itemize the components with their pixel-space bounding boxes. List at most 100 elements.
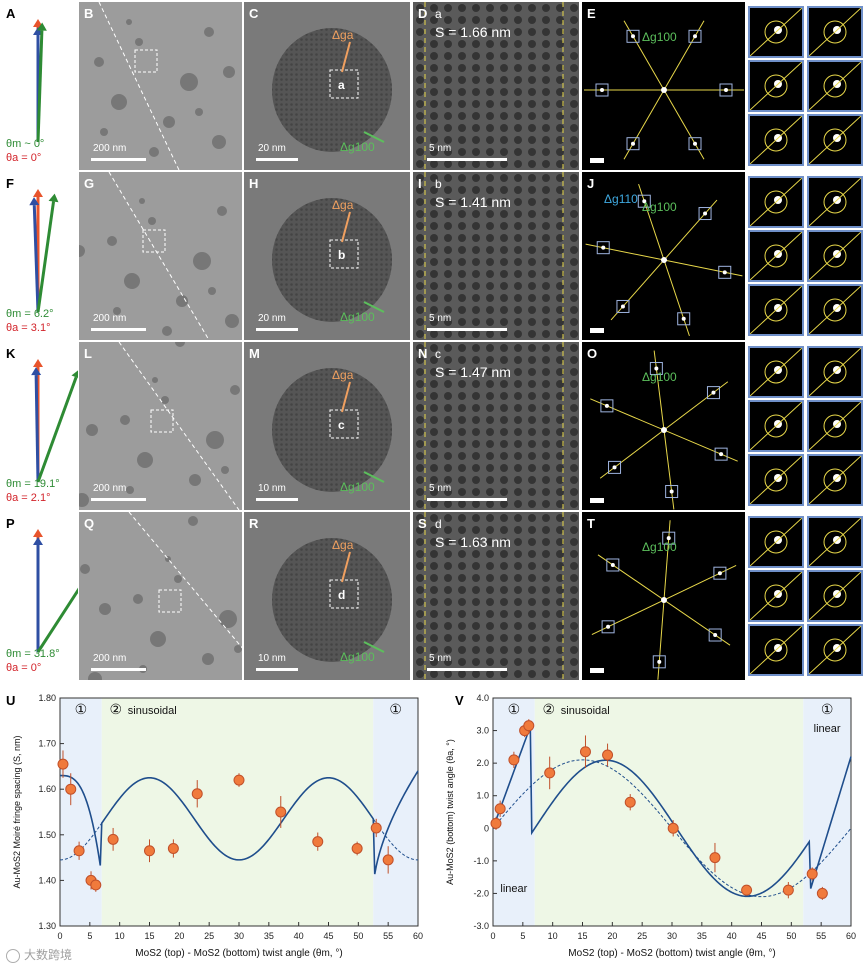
- nanoparticle: [79, 245, 85, 257]
- nanoparticle: [111, 94, 127, 110]
- highlight-circle: [823, 530, 847, 554]
- nanoparticle: [176, 295, 188, 307]
- y-tick-label: 3.0: [476, 726, 489, 736]
- y-tick-label: 4.0: [476, 693, 489, 703]
- scale-bar-label: 200 nm: [93, 483, 127, 494]
- zoom-inset: [748, 284, 804, 336]
- y-tick-label: 0: [484, 823, 489, 833]
- zoom-inset: [807, 400, 863, 452]
- x-tick-label: 35: [697, 931, 707, 941]
- nanoparticle: [126, 19, 132, 25]
- reflection-box: [626, 29, 640, 43]
- highlight-circle: [764, 298, 788, 322]
- theta-m-label: θm = 31.8°: [6, 648, 60, 660]
- x-tick-label: 20: [174, 931, 184, 941]
- scale-bar-label: 5 nm: [429, 143, 452, 154]
- x-tick-label: 0: [57, 931, 62, 941]
- moire-pattern: [413, 512, 579, 680]
- nanoparticle: [195, 108, 203, 116]
- regime-marker: ①: [821, 701, 834, 717]
- scale-bar-label: 200 nm: [93, 653, 127, 664]
- regime-label: sinusoidal: [561, 705, 610, 717]
- theta-a-label: θa = 0°: [6, 662, 42, 674]
- x-tick-label: 5: [520, 931, 525, 941]
- lattice-pattern: [272, 538, 392, 662]
- dg-100-label: Δg100: [340, 480, 375, 494]
- highlight-circle: [823, 468, 847, 492]
- nanoparticle: [217, 206, 227, 216]
- nanoparticle: [150, 631, 166, 647]
- watermark: 大数跨境: [6, 946, 72, 963]
- x-tick-label: 20: [607, 931, 617, 941]
- zoom-inset: [748, 400, 804, 452]
- y-tick-label: -1.0: [473, 856, 489, 866]
- x-tick-label: 60: [413, 931, 423, 941]
- theta-m-label: θm = 6.2°: [6, 308, 54, 320]
- nanoparticle: [225, 314, 239, 328]
- reflection-spot: [703, 211, 708, 216]
- zoom-inset: [748, 624, 804, 676]
- x-tick-label: 5: [87, 931, 92, 941]
- panel-label: H: [249, 176, 259, 191]
- data-point: [490, 816, 502, 830]
- dg-a-arrow: [341, 381, 351, 413]
- x-tick-label: 25: [637, 931, 647, 941]
- symmetry-line: [750, 286, 802, 334]
- nanoparticle: [135, 38, 143, 46]
- region-label: a: [338, 78, 345, 92]
- reflection-spot: [604, 403, 609, 408]
- panel-label: E: [587, 6, 596, 21]
- zoom-inset: [748, 230, 804, 282]
- reflection-spot: [606, 624, 611, 629]
- nanoparticle: [94, 57, 104, 67]
- scale-bar-label: 10 nm: [258, 653, 286, 664]
- bottom-lattice-arrow: [33, 537, 43, 652]
- highlight-circle: [764, 190, 788, 214]
- data-point: [370, 818, 382, 838]
- panel-label: J: [587, 176, 595, 191]
- highlight-circle: [823, 360, 847, 384]
- highlight-circle: [764, 468, 788, 492]
- x-tick-label: 40: [294, 931, 304, 941]
- nanoparticle: [212, 135, 226, 149]
- scale-bar: [590, 668, 604, 673]
- dg-100-label: Δg100: [340, 140, 375, 154]
- reflection-spot: [669, 489, 674, 494]
- reflection-box: [626, 137, 640, 151]
- zoom-inset: [807, 284, 863, 336]
- nanoparticle: [219, 610, 237, 628]
- moire-arrow: [36, 587, 78, 653]
- nanoparticle: [230, 385, 240, 395]
- y-axis-label: Au-MoS2 Moiré fringe spacing (S, nm): [12, 735, 22, 888]
- dg-100-label: Δg100: [642, 200, 677, 214]
- regime-marker: ①: [508, 701, 521, 717]
- sinusoidal-curve: [59, 777, 419, 861]
- moire-pattern: [413, 172, 579, 340]
- reflection-spot: [666, 536, 671, 541]
- data-point: [275, 796, 287, 828]
- nanoparticle: [208, 287, 216, 295]
- fft-pattern: T Δg100: [582, 512, 745, 680]
- data-point: [107, 827, 119, 851]
- regime-label: linear: [500, 883, 527, 895]
- dg-100-arrow: [363, 131, 385, 143]
- symmetry-line: [809, 232, 861, 280]
- nanoparticle: [223, 66, 235, 78]
- zoom-inset: [748, 176, 804, 228]
- data-point: [523, 719, 535, 733]
- nanoparticle: [189, 474, 201, 486]
- fft-pattern: O Δg100: [582, 342, 745, 510]
- highlight-circle: [823, 20, 847, 44]
- watermark-logo-icon: [6, 948, 20, 963]
- highlight-circle: [764, 414, 788, 438]
- regime-marker: ②: [542, 701, 555, 717]
- x-axis-label: MoS2 (top) - MoS2 (bottom) twist angle (…: [135, 948, 342, 959]
- nanoparticle: [99, 603, 111, 615]
- data-point: [144, 839, 155, 863]
- data-point: [312, 832, 324, 851]
- highlight-circle: [764, 74, 788, 98]
- symmetry-line: [809, 116, 861, 164]
- data-point: [494, 800, 506, 817]
